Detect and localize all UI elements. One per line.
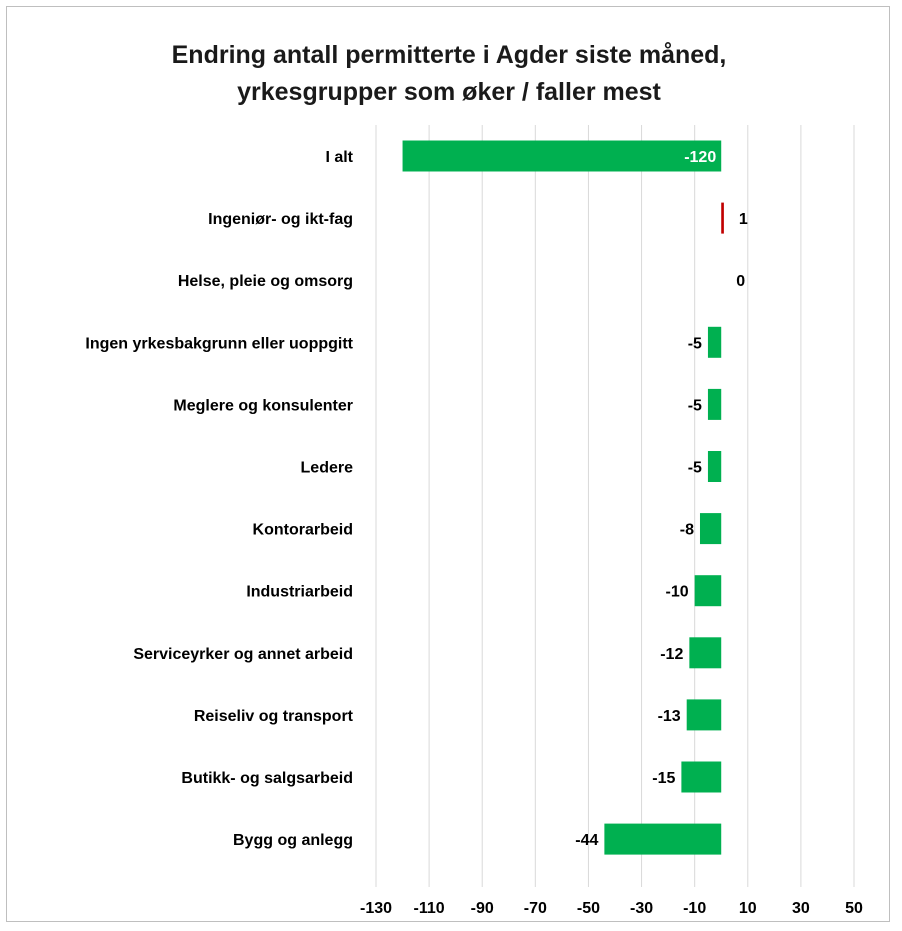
category-label: Butikk- og salgsarbeid — [181, 770, 353, 787]
x-tick-label: 10 — [739, 900, 757, 917]
data-label: -10 — [666, 584, 689, 601]
data-label: -13 — [658, 708, 681, 725]
data-label: -5 — [688, 460, 702, 477]
bar — [708, 389, 721, 420]
x-tick-label: -90 — [471, 900, 494, 917]
data-label: -12 — [660, 646, 683, 663]
data-label: -5 — [688, 335, 702, 352]
category-label: Helse, pleie og omsorg — [178, 273, 353, 290]
x-tick-label: -130 — [360, 900, 392, 917]
data-label: 1 — [739, 211, 748, 228]
bar — [700, 513, 721, 544]
bar — [687, 699, 722, 730]
category-label: Bygg og anlegg — [233, 832, 353, 849]
data-label: -44 — [575, 832, 598, 849]
category-label: Serviceyrker og annet arbeid — [133, 646, 353, 663]
bar — [604, 824, 721, 855]
x-tick-label: -30 — [630, 900, 653, 917]
x-tick-label: -50 — [577, 900, 600, 917]
category-label: Industriarbeid — [246, 584, 353, 601]
category-label: Ingen yrkesbakgrunn eller uoppgitt — [85, 335, 353, 352]
bar — [708, 327, 721, 358]
x-tick-label: -10 — [683, 900, 706, 917]
category-label: Ledere — [301, 460, 354, 477]
category-label: Meglere og konsulenter — [173, 397, 353, 414]
bar — [721, 203, 724, 234]
x-tick-label: 50 — [845, 900, 863, 917]
bar — [681, 762, 721, 793]
category-label: Kontorarbeid — [253, 522, 353, 539]
x-tick-label: 30 — [792, 900, 810, 917]
data-label: -120 — [684, 149, 716, 166]
x-tick-label: -70 — [524, 900, 547, 917]
data-label: 0 — [736, 273, 745, 290]
bar — [695, 575, 722, 606]
data-label: -8 — [680, 522, 694, 539]
data-label: -15 — [652, 770, 675, 787]
bar — [403, 141, 722, 172]
category-label: Ingeniør- og ikt-fag — [208, 211, 353, 228]
bar — [708, 451, 721, 482]
chart-frame: Endring antall permitterte i Agder siste… — [6, 6, 890, 922]
bar — [689, 637, 721, 668]
category-label: Reiseliv og transport — [194, 708, 354, 725]
data-label: -5 — [688, 397, 702, 414]
x-tick-label: -110 — [414, 900, 445, 917]
bar-chart-plot: -130 -110 -90 -70 -50 -30 -10 10 30 50I alt -120In… — [7, 7, 891, 923]
category-label: I alt — [325, 149, 353, 166]
